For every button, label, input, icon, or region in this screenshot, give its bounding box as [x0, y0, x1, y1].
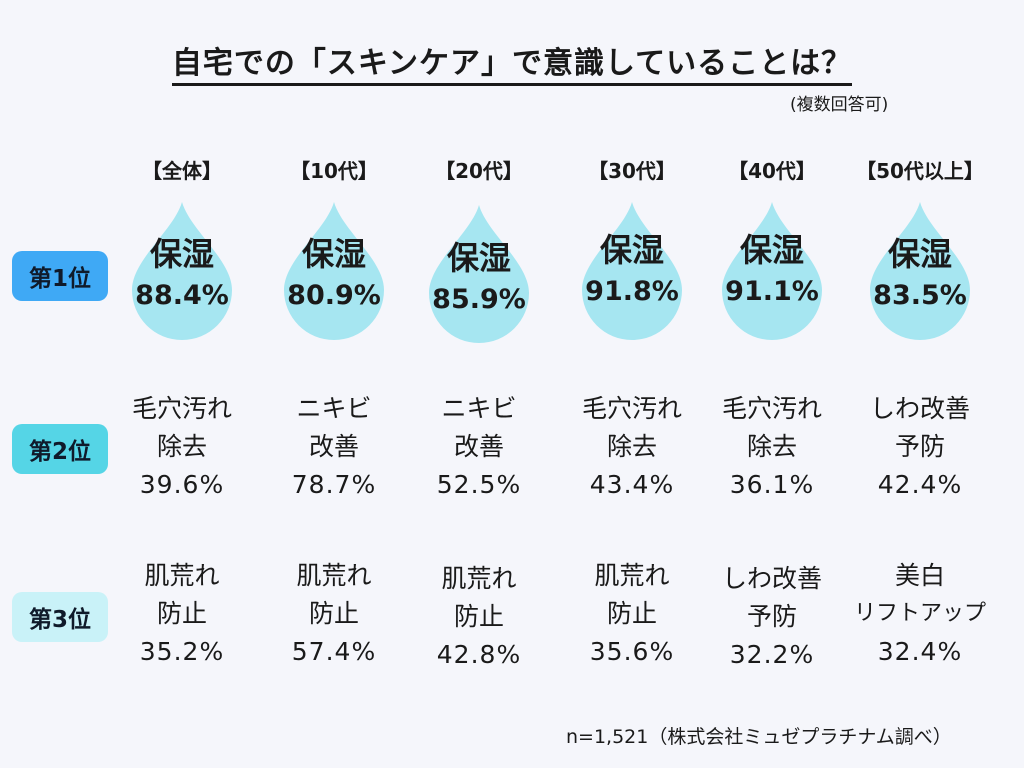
rank-2-item-line2: 改善: [308, 432, 359, 461]
rank-1-item: 保湿: [149, 235, 214, 273]
rank-3-cell: 肌荒れ防止 57.4%: [254, 557, 414, 671]
rank-3-cell: 肌荒れ防止 35.2%: [102, 557, 262, 671]
rank-1-percent: 83.5%: [873, 280, 967, 311]
rank-3-item-line1: 肌荒れ: [594, 561, 670, 590]
column-header: 【20代】: [435, 159, 523, 183]
rank-3-item-line1: 肌荒れ: [441, 564, 517, 593]
rank-1-cell: 保湿 91.8%: [557, 228, 707, 312]
rank-2-percent: 78.7%: [291, 470, 377, 499]
rank-2-item-line1: 毛穴汚れ: [581, 394, 682, 423]
rank-1-cell: 保湿 85.9%: [404, 236, 554, 320]
rank-3-item-line1: しわ改善: [721, 564, 822, 593]
rank-2-item-line2: 除去: [156, 432, 207, 461]
rank-1-cell: 保湿 80.9%: [259, 232, 409, 316]
rank-2-item-line1: 毛穴汚れ: [721, 394, 822, 423]
rank-2-percent: 36.1%: [729, 470, 815, 499]
rank-2-percent: 52.5%: [436, 470, 522, 499]
water-drop-icon: [284, 202, 384, 340]
rank-2-item-line1: ニキビ: [441, 394, 517, 423]
rank-3-percent: 35.2%: [139, 637, 225, 666]
rank-3-percent: 57.4%: [291, 637, 377, 666]
rank-1-cell: 保湿 83.5%: [845, 232, 995, 316]
rank-1-item: 保湿: [599, 231, 664, 269]
rank-3-item-line1: 肌荒れ: [144, 561, 220, 590]
column-header: 【10代】: [290, 159, 378, 183]
rank-1-cell: 保湿 91.1%: [697, 228, 847, 312]
rank-3-item-line1: 美白: [894, 561, 945, 590]
rank-2-cell: しわ改善予防 42.4%: [840, 390, 1000, 504]
column-header: 【50代以上】: [856, 159, 984, 183]
rank-2-item-line2: 除去: [746, 432, 797, 461]
rank-1-badge: 第1位: [12, 251, 108, 301]
column-header: 【30代】: [588, 159, 676, 183]
column-header: 【全体】: [142, 159, 222, 183]
rank-2-cell: 毛穴汚れ除去 43.4%: [552, 390, 712, 504]
rank-3-item-line2: 防止: [453, 602, 504, 631]
water-drop-icon: [870, 202, 970, 340]
rank-3-item-line1: 肌荒れ: [296, 561, 372, 590]
water-drop-icon: [582, 202, 682, 340]
rank-3-item-line2: 防止: [308, 599, 359, 628]
rank-3-badge: 第3位: [12, 592, 108, 642]
multiple-answers-note: (複数回答可): [790, 95, 889, 115]
rank-1-item: 保湿: [739, 231, 804, 269]
rank-2-item-line2: 改善: [453, 432, 504, 461]
water-drop-icon: [429, 205, 529, 343]
rank-2-cell: 毛穴汚れ除去 39.6%: [102, 390, 262, 504]
rank-3-percent: 42.8%: [436, 640, 522, 669]
rank-1-item: 保湿: [446, 239, 511, 277]
rank-3-cell: 美白リフトアップ 32.4%: [840, 557, 1000, 671]
rank-2-badge: 第2位: [12, 424, 108, 474]
rank-2-item-line2: 除去: [606, 432, 657, 461]
rank-2-percent: 42.4%: [877, 470, 963, 499]
rank-3-percent: 32.2%: [729, 640, 815, 669]
rank-2-percent: 43.4%: [589, 470, 675, 499]
column-header: 【40代】: [728, 159, 816, 183]
chart-title: 自宅での「スキンケア」で意識していることは？: [0, 38, 1024, 86]
rank-3-percent: 32.4%: [877, 637, 963, 666]
rank-2-item-line1: ニキビ: [296, 394, 372, 423]
rank-3-cell: 肌荒れ防止 42.8%: [399, 560, 559, 674]
rank-1-percent: 80.9%: [287, 280, 381, 311]
rank-2-item-line1: 毛穴汚れ: [131, 394, 232, 423]
rank-2-percent: 39.6%: [139, 470, 225, 499]
rank-1-percent: 91.1%: [725, 276, 819, 307]
rank-3-cell: 肌荒れ防止 35.6%: [552, 557, 712, 671]
rank-3-item-line2: 予防: [746, 602, 797, 631]
rank-3-percent: 35.6%: [589, 637, 675, 666]
water-drop-icon: [722, 202, 822, 340]
rank-1-item: 保湿: [887, 235, 952, 273]
rank-2-item-line1: しわ改善: [869, 394, 970, 423]
rank-1-percent: 91.8%: [585, 276, 679, 307]
rank-2-item-line2: 予防: [894, 432, 945, 461]
rank-2-cell: 毛穴汚れ除去 36.1%: [692, 390, 852, 504]
rank-3-cell: しわ改善予防 32.2%: [692, 560, 852, 674]
rank-2-cell: ニキビ改善 78.7%: [254, 390, 414, 504]
survey-source: n=1,521（株式会社ミュゼプラチナム調べ）: [566, 726, 952, 748]
rank-3-item-line2: 防止: [156, 599, 207, 628]
rank-2-cell: ニキビ改善 52.5%: [399, 390, 559, 504]
rank-1-item: 保湿: [301, 235, 366, 273]
rank-1-percent: 88.4%: [135, 280, 229, 311]
water-drop-icon: [132, 202, 232, 340]
rank-1-cell: 保湿 88.4%: [107, 232, 257, 316]
rank-3-item-line2: 防止: [606, 599, 657, 628]
rank-1-percent: 85.9%: [432, 284, 526, 315]
rank-3-item-line2: リフトアップ: [853, 601, 986, 626]
